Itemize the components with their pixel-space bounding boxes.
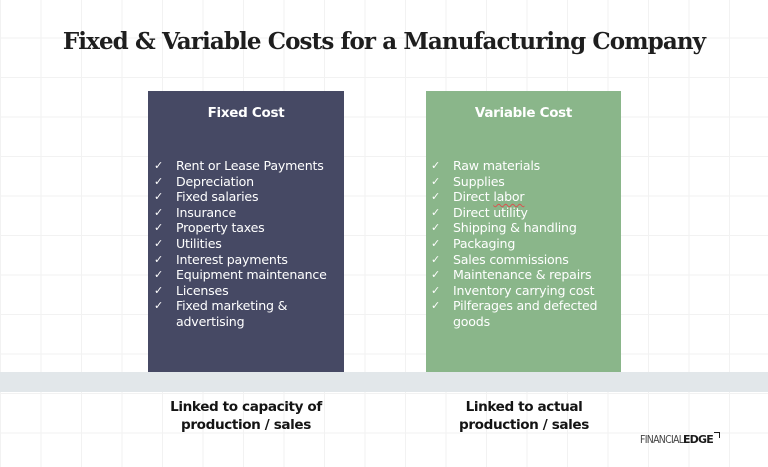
check-icon: ✓ — [154, 221, 164, 235]
list-item: ✓ Rent or Lease Payments — [154, 158, 324, 173]
check-icon: ✓ — [154, 283, 164, 297]
list-item: ✓ Utilities — [154, 235, 222, 251]
check-icon: ✓ — [154, 190, 164, 204]
check-icon: ✓ — [154, 159, 164, 172]
check-icon: ✓ — [431, 221, 441, 235]
list-item: ✓ Fixed salaries — [154, 189, 259, 205]
list-item: ✓ Pilferages and defected goods — [431, 298, 598, 329]
variable-cost-card: Variable Cost ✓ Raw materials ✓ Supplies ✓… — [426, 91, 621, 372]
variable-cost-caption: Linked to actual production / sales — [459, 399, 589, 433]
list-item: ✓ Shipping & handling — [431, 220, 577, 236]
list-item: ✓ Equipment maintenance — [154, 267, 327, 283]
check-icon: ✓ — [154, 205, 164, 219]
check-icon: ✓ — [431, 205, 441, 219]
list-item: ✓ Interest payments — [154, 251, 288, 267]
check-icon: ✓ — [431, 159, 441, 172]
list-item: ✓ Raw materials — [431, 158, 541, 173]
list-item: ✓ Direct utility — [431, 204, 528, 220]
list-item: ✓ Fixed marketing & advertising — [154, 298, 288, 329]
check-icon: ✓ — [431, 268, 441, 282]
spellcheck-underlined-word: labor — [493, 189, 525, 205]
check-icon: ✓ — [154, 174, 164, 188]
financial-edge-logo: FINANCIALEDGE — [640, 432, 720, 446]
variable-cost-heading: Variable Cost — [474, 105, 573, 121]
page-title: Fixed & Variable Costs for a Manufacturi… — [62, 28, 706, 55]
check-icon: ✓ — [431, 236, 441, 250]
list-item: ✓ Packaging — [431, 235, 516, 251]
fixed-cost-list: ✓ Rent or Lease Payments ✓ Depreciation ✓ F… — [154, 158, 342, 330]
check-icon: ✓ — [154, 236, 164, 250]
variable-cost-list: ✓ Raw materials ✓ Supplies ✓ Direct labor ✓… — [431, 158, 619, 330]
list-item: ✓ Depreciation — [154, 173, 254, 189]
check-icon: ✓ — [431, 252, 441, 266]
check-icon: ✓ — [431, 299, 441, 313]
fixed-cost-heading: Fixed Cost — [207, 105, 285, 121]
list-item: ✓ Direct labor — [431, 189, 525, 205]
logo-corner-icon — [713, 432, 720, 438]
list-item: ✓ Supplies — [431, 173, 505, 189]
list-item: ✓ Insurance — [154, 204, 236, 220]
fixed-cost-caption: Linked to capacity of production / sales — [170, 399, 322, 433]
list-item: ✓ Licenses — [154, 282, 229, 298]
list-item: ✓ Sales commissions — [431, 251, 569, 267]
list-item: ✓ Maintenance & repairs — [431, 267, 592, 283]
check-icon: ✓ — [431, 190, 441, 204]
fixed-cost-card: Fixed Cost ✓ Rent or Lease Payments ✓ Depr… — [148, 91, 344, 372]
check-icon: ✓ — [154, 268, 164, 282]
check-icon: ✓ — [154, 252, 164, 266]
list-item: ✓ Property taxes — [154, 220, 265, 236]
list-item: ✓ Inventory carrying cost — [431, 282, 595, 298]
check-icon: ✓ — [431, 283, 441, 297]
check-icon: ✓ — [154, 299, 164, 313]
check-icon: ✓ — [431, 174, 441, 188]
divider-band — [0, 372, 768, 392]
